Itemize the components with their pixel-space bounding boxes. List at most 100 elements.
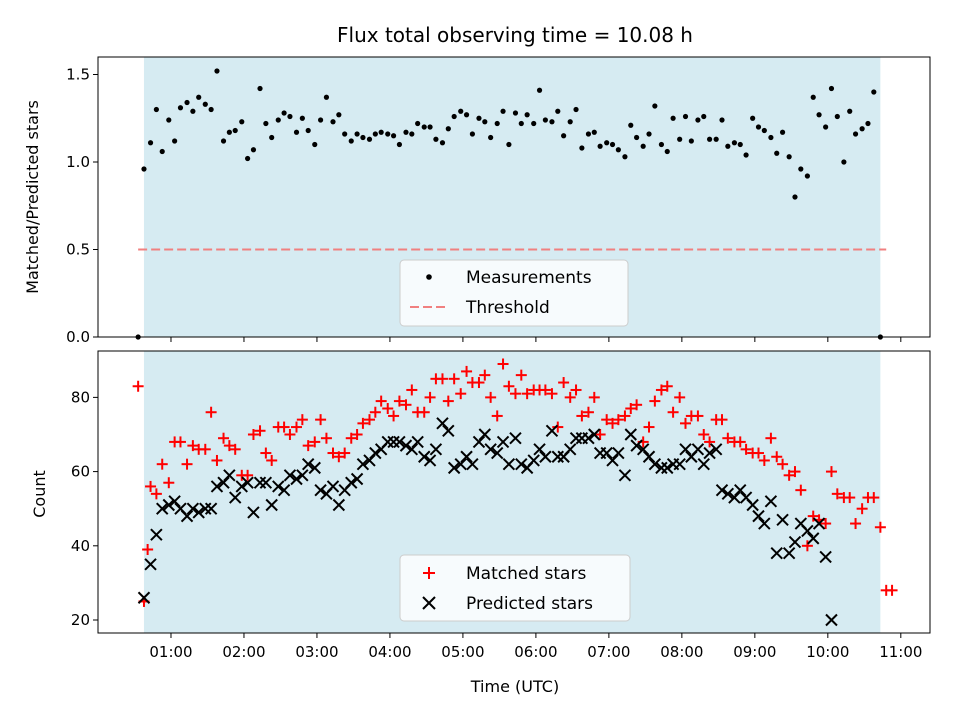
matched-star-point xyxy=(619,410,631,422)
measurement-point xyxy=(597,143,603,149)
predicted-star-mark-b xyxy=(156,502,169,515)
matched-star-point xyxy=(704,436,716,448)
predicted-star-mark-b xyxy=(204,502,218,515)
measurement-point xyxy=(567,119,573,125)
predicted-star-mark-b xyxy=(697,457,710,471)
predicted-star-mark-b xyxy=(296,469,309,482)
measurement-point xyxy=(750,115,756,121)
predicted-star-mark-b xyxy=(241,476,254,489)
matched-star-point xyxy=(363,414,375,426)
predicted-star-point xyxy=(350,472,364,486)
legend-measurements-label: Measurements xyxy=(466,268,592,288)
measurement-point xyxy=(615,147,621,153)
matched-star-point xyxy=(142,544,154,556)
bottom-legend-box xyxy=(399,554,631,622)
measurement-point xyxy=(330,119,336,125)
matched-star-point xyxy=(491,410,503,422)
measurement-point xyxy=(281,110,287,116)
matched-star-point xyxy=(284,428,296,440)
matched-star-point xyxy=(831,488,843,500)
matched-star-point xyxy=(327,447,339,459)
matched-star-point xyxy=(448,373,460,385)
matched-star-point xyxy=(199,443,211,455)
predicted-star-mark-b xyxy=(655,461,668,475)
matched-star-point xyxy=(345,432,357,444)
predicted-star-point xyxy=(527,454,540,467)
bottom-y-ticks: 20 40 60 80 xyxy=(71,388,98,629)
predicted-star-mark-b xyxy=(478,428,492,441)
predicted-star-mark-b xyxy=(436,417,449,430)
measurement-point xyxy=(190,108,196,114)
matched-star-point xyxy=(320,432,332,444)
matched-star-point xyxy=(278,421,290,433)
matched-star-point xyxy=(661,380,673,392)
matched-star-point xyxy=(455,388,467,400)
predicted-star-mark-b xyxy=(308,461,321,475)
predicted-star-point xyxy=(223,469,236,482)
measurement-point xyxy=(323,94,330,100)
predicted-star-point xyxy=(807,532,820,545)
measurement-point xyxy=(250,147,257,153)
matched-stars-series xyxy=(132,358,898,607)
measurement-point xyxy=(622,154,628,160)
matched-star-point xyxy=(680,417,692,429)
predicted-star-mark-b xyxy=(618,469,632,482)
predicted-star-mark-b xyxy=(776,513,789,527)
measurement-point xyxy=(317,117,324,123)
predicted-star-point xyxy=(162,498,176,512)
predicted-star-point xyxy=(168,495,181,508)
matched-star-point xyxy=(601,414,613,426)
measurement-point xyxy=(531,120,537,127)
predicted-star-point xyxy=(454,457,467,471)
predicted-star-point xyxy=(618,469,632,482)
measurement-point xyxy=(245,155,251,162)
matched-star-point xyxy=(382,403,394,415)
measurement-point xyxy=(385,131,391,137)
measurement-point xyxy=(275,117,281,123)
chart-title: Flux total observing time = 10.08 h xyxy=(337,23,693,47)
top-x-ticks xyxy=(170,337,902,342)
predicted-star-mark-b xyxy=(363,454,376,467)
predicted-star-mark-b xyxy=(636,443,650,456)
measurement-point xyxy=(177,105,184,111)
measurement-point xyxy=(159,148,165,155)
matched-star-point xyxy=(546,388,558,400)
predicted-star-mark-b xyxy=(752,509,765,523)
predicted-star-mark-b xyxy=(691,443,705,456)
predicted-star-point xyxy=(679,443,692,456)
predicted-star-mark-b xyxy=(758,517,771,530)
x-tick-label: 01:00 xyxy=(149,643,192,661)
predicted-star-point xyxy=(703,446,716,460)
measurement-point xyxy=(172,138,178,144)
predicted-star-mark-b xyxy=(186,502,200,515)
top-y-axis-label: Matched/Predicted stars xyxy=(23,100,42,294)
measurement-point xyxy=(409,131,415,137)
measurement-point xyxy=(695,117,701,123)
legend-measurements-marker xyxy=(426,274,432,280)
x-tick-label: 04:00 xyxy=(368,643,411,661)
matched-star-point xyxy=(825,466,837,478)
matched-star-point xyxy=(576,410,588,422)
predicted-star-point xyxy=(819,550,832,564)
measurement-point xyxy=(208,106,214,113)
predicted-star-mark-b xyxy=(491,446,504,460)
measurement-point xyxy=(463,112,470,118)
predicted-star-point xyxy=(746,498,759,512)
predicted-star-mark-b xyxy=(746,498,759,512)
measurement-point xyxy=(184,99,190,106)
measurement-point xyxy=(768,134,774,141)
matched-star-point xyxy=(607,417,619,429)
predicted-star-point xyxy=(247,506,260,519)
predicted-star-point xyxy=(545,424,559,437)
predicted-star-mark-b xyxy=(606,454,619,467)
matched-star-point xyxy=(771,451,783,463)
measurement-point xyxy=(585,131,592,137)
predicted-star-mark-b xyxy=(283,469,297,482)
predicted-star-point xyxy=(588,428,601,441)
predicted-star-mark-b xyxy=(345,476,358,489)
predicted-star-mark-b xyxy=(630,439,643,452)
predicted-star-mark-b xyxy=(739,491,753,504)
predicted-star-mark-b xyxy=(807,532,820,545)
